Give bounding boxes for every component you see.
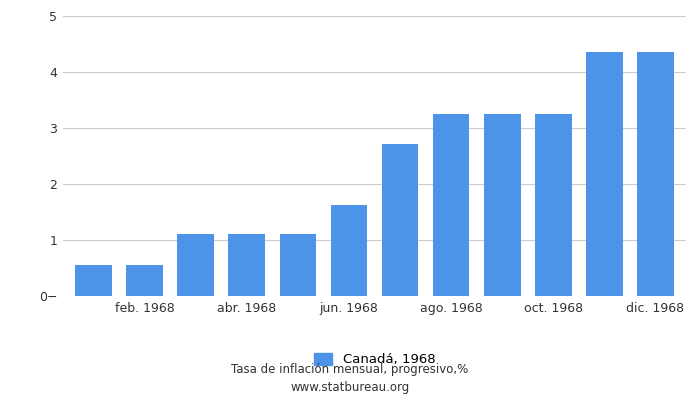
Bar xyxy=(228,234,265,296)
Bar xyxy=(586,52,623,296)
Bar xyxy=(433,114,470,296)
Bar xyxy=(535,114,572,296)
Text: www.statbureau.org: www.statbureau.org xyxy=(290,382,410,394)
Bar xyxy=(126,265,163,296)
Bar xyxy=(484,114,521,296)
Bar xyxy=(279,234,316,296)
Bar xyxy=(76,265,112,296)
Bar xyxy=(177,234,214,296)
Bar xyxy=(637,52,673,296)
Text: Tasa de inflación mensual, progresivo,%: Tasa de inflación mensual, progresivo,% xyxy=(232,364,468,376)
Bar xyxy=(330,205,368,296)
Legend: Canadá, 1968: Canadá, 1968 xyxy=(314,353,435,366)
Bar xyxy=(382,144,419,296)
